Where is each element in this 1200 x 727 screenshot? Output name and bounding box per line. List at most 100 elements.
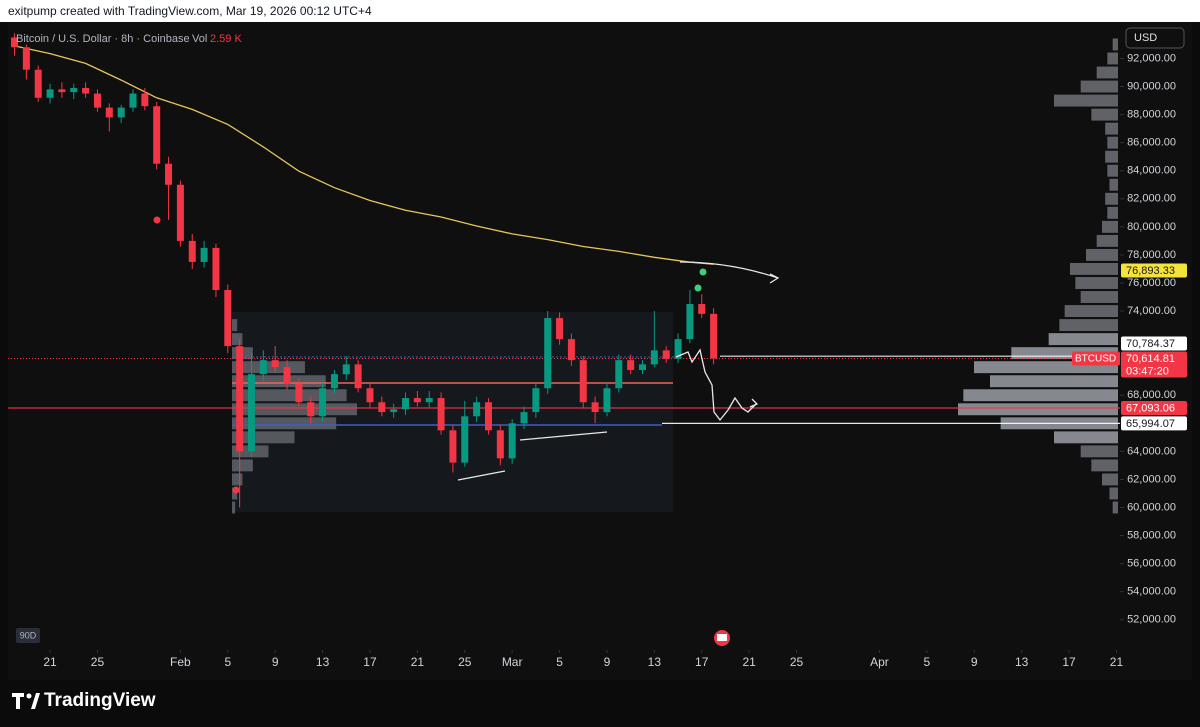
y-tick-label: 54,000.00 xyxy=(1127,586,1176,598)
logo-mark xyxy=(31,693,40,709)
candle-body xyxy=(627,360,635,370)
profile-bar xyxy=(963,389,1118,402)
candle-body xyxy=(638,364,646,370)
x-tick-label: 21 xyxy=(1110,655,1124,669)
signal-dot xyxy=(153,216,161,224)
profile-bar xyxy=(1109,487,1118,500)
x-tick-label: Feb xyxy=(170,655,191,669)
candle-body xyxy=(473,402,481,417)
header-text: exitpump created with TradingView.com, M… xyxy=(8,4,372,18)
y-tick-label: 80,000.00 xyxy=(1127,221,1176,233)
candle-body xyxy=(615,360,623,389)
x-tick-label: Mar xyxy=(502,655,523,669)
candle-body xyxy=(236,346,244,452)
candle-body xyxy=(461,416,469,463)
profile-bar xyxy=(1096,234,1118,247)
candle-body xyxy=(188,240,196,262)
profile-bar xyxy=(1054,94,1118,107)
profile-bar xyxy=(232,403,357,416)
y-tick-label: 56,000.00 xyxy=(1127,558,1176,570)
candle-body xyxy=(295,384,303,403)
signal-dot xyxy=(699,268,707,276)
profile-bar xyxy=(1086,248,1118,261)
candle-body xyxy=(22,47,30,70)
profile-bar xyxy=(1064,305,1118,318)
candle-body xyxy=(567,339,575,361)
x-tick-label: 13 xyxy=(316,655,330,669)
y-tick-label: 90,000.00 xyxy=(1127,80,1176,92)
arrow-head xyxy=(769,273,780,284)
trend-line xyxy=(457,470,506,481)
y-tick-label: 92,000.00 xyxy=(1127,52,1176,64)
candle-body xyxy=(508,423,516,459)
y-tick-label: 86,000.00 xyxy=(1127,137,1176,149)
candle-body xyxy=(532,388,540,413)
range-badge[interactable] xyxy=(16,628,40,643)
drawings xyxy=(457,261,780,481)
price-badge xyxy=(1121,351,1187,378)
candle-body xyxy=(70,87,78,93)
profile-bar xyxy=(1109,178,1118,191)
symbol-title: Bitcoin / U.S. Dollar · 8h · Coinbase xyxy=(16,33,190,45)
candle-body xyxy=(390,409,398,413)
profile-bar xyxy=(974,361,1118,374)
candle-body xyxy=(698,304,706,314)
trend-line xyxy=(519,431,608,441)
profile-bar xyxy=(1091,108,1118,121)
profile-bar xyxy=(1054,431,1118,444)
candle-body xyxy=(330,374,338,389)
y-tick-label: 78,000.00 xyxy=(1127,249,1176,261)
currency-button[interactable] xyxy=(1125,27,1185,49)
profile-bar xyxy=(1105,192,1118,205)
profile-bar xyxy=(1107,164,1118,177)
candles xyxy=(11,33,718,508)
y-tick-label: 52,000.00 xyxy=(1127,614,1176,626)
x-tick-label: 9 xyxy=(604,655,611,669)
arrow-line xyxy=(679,261,779,279)
axes: 52,000.00 54,000.00 56,000.00 58,000.00 60,0… xyxy=(43,52,1187,669)
profile-bar xyxy=(1096,66,1118,79)
signal-dot xyxy=(232,486,240,494)
y-tick-label: 68,000.00 xyxy=(1127,389,1176,401)
candle-body xyxy=(46,89,54,98)
currency-label: USD xyxy=(1134,32,1157,44)
candle-body xyxy=(556,318,564,340)
candle-body xyxy=(34,69,42,98)
price-badge-text: 67,093.06 xyxy=(1126,402,1175,414)
candle-body xyxy=(58,89,66,93)
visible-range-profile xyxy=(958,38,1118,514)
x-tick-label: 25 xyxy=(91,655,105,669)
candle-body xyxy=(579,360,587,403)
price-levels xyxy=(8,355,1120,424)
candle-body xyxy=(650,350,658,365)
candle-body xyxy=(82,87,90,94)
profile-bar xyxy=(232,361,305,374)
profile-bar xyxy=(232,501,236,514)
candle-body xyxy=(283,367,291,385)
volume-value: 2.59 K xyxy=(210,33,242,45)
x-tick-label: 13 xyxy=(1015,655,1029,669)
candle-body xyxy=(342,364,350,375)
y-tick-label: 84,000.00 xyxy=(1127,165,1176,177)
price-badge-text: 70,784.37 xyxy=(1126,338,1175,350)
candle-body xyxy=(247,374,255,452)
candle-body xyxy=(674,339,682,359)
y-tick-label: 58,000.00 xyxy=(1127,529,1176,541)
price-badge-text: 65,994.07 xyxy=(1126,418,1175,430)
header-bar: exitpump created with TradingView.com, M… xyxy=(0,0,1200,22)
y-tick-label: 62,000.00 xyxy=(1127,473,1176,485)
profile-bar xyxy=(1102,473,1118,486)
profile-bar xyxy=(1080,291,1118,303)
profile-bar xyxy=(1107,136,1118,149)
x-tick-label: 17 xyxy=(695,655,709,669)
candle-body xyxy=(686,304,694,340)
profile-bar xyxy=(1011,347,1118,360)
profile-bar xyxy=(1048,333,1118,346)
candle-body xyxy=(212,247,220,291)
price-badge xyxy=(1121,263,1187,278)
profile-bar xyxy=(1059,319,1118,332)
price-badge-text: 76,893.33 xyxy=(1126,265,1175,277)
chart: 52,000.00 54,000.00 56,000.00 58,000.00 60,0… xyxy=(0,22,1200,727)
candle-body xyxy=(259,360,267,375)
